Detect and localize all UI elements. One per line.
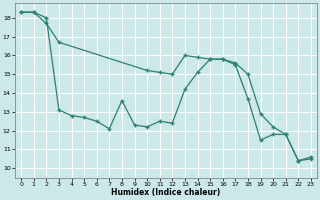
X-axis label: Humidex (Indice chaleur): Humidex (Indice chaleur): [111, 188, 221, 197]
